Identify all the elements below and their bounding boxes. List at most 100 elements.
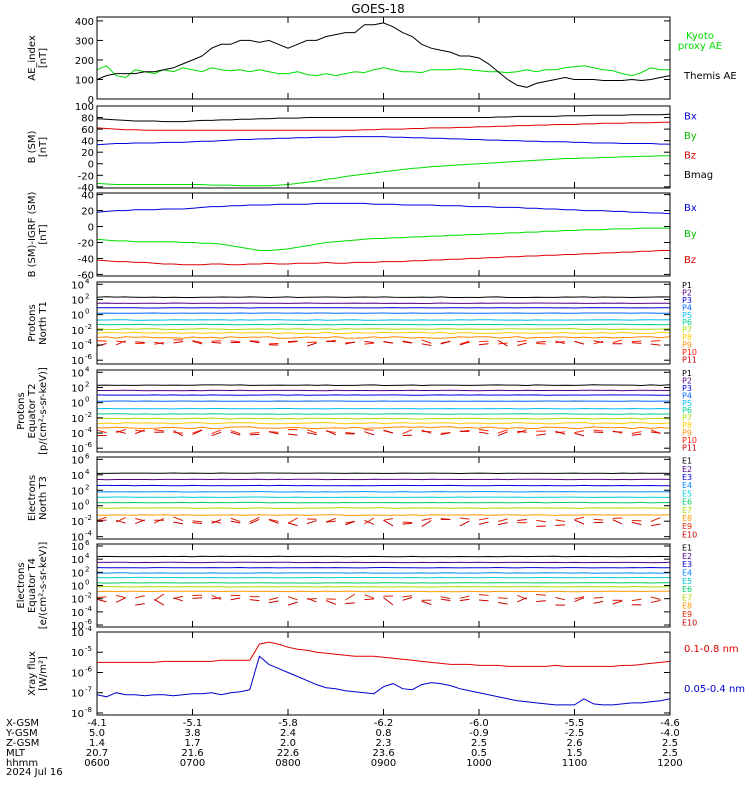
y-tick-exponent: -7 (85, 686, 92, 694)
series-line (383, 518, 394, 521)
series-line (306, 429, 317, 434)
table-cell: -6.2 (374, 718, 394, 729)
table-cell: 0800 (275, 758, 300, 769)
table-row-label: MLT (6, 748, 26, 759)
y-tick-label: 10 (71, 595, 84, 606)
series-line (593, 596, 604, 599)
series-line (211, 341, 222, 344)
y-tick-label: 10 (71, 399, 84, 410)
series-line (135, 595, 145, 599)
series-line (268, 596, 279, 601)
y-tick-label: 10 (71, 383, 84, 394)
y-tick-exponent: -2 (85, 411, 92, 419)
series-line (364, 519, 375, 525)
series-line (593, 340, 604, 345)
legend-item: E5 (682, 577, 692, 586)
series-line (478, 521, 489, 525)
series-line (249, 433, 260, 436)
series-line (249, 599, 260, 602)
y-tick-exponent: 0 (85, 579, 89, 587)
legend-item: By (684, 229, 697, 240)
series-line (612, 519, 623, 525)
series-line (345, 341, 355, 345)
series-line (326, 520, 336, 523)
series-line (478, 593, 489, 596)
y-tick-label: 10 (71, 568, 84, 579)
legend-item: Bz (684, 255, 696, 266)
series-line (593, 518, 604, 521)
series-line (97, 319, 671, 321)
table-cell: -5.5 (565, 718, 585, 729)
y-axis-label: Equator T2 (27, 384, 38, 439)
table-cell: 1.4 (89, 738, 105, 749)
table-cell: 0900 (371, 758, 396, 769)
series-line (115, 430, 126, 434)
series-line (364, 341, 374, 343)
table-cell: 22.6 (277, 748, 299, 759)
series-line (478, 599, 489, 602)
y-tick-exponent: 2 (85, 292, 89, 300)
series-line (96, 227, 670, 251)
series-line (574, 430, 585, 434)
y-tick-label: 40 (81, 137, 94, 148)
y-tick-exponent: -4 (85, 625, 93, 633)
series-line (402, 341, 413, 344)
series-line (211, 429, 222, 435)
series-line (173, 341, 184, 344)
series-line (230, 597, 241, 601)
series-line (96, 202, 671, 215)
y-tick-label: 10 (71, 295, 84, 306)
legend-item: E4 (682, 569, 692, 578)
legend-item: P8 (682, 333, 692, 342)
legend-item: P4 (682, 391, 692, 400)
legend-item: E4 (682, 481, 692, 490)
series-line (459, 598, 470, 602)
series-line (498, 597, 508, 599)
series-line (440, 340, 451, 345)
legend-item: E10 (682, 530, 697, 539)
legend-item: 0.05-0.4 nm (684, 684, 745, 695)
legend-item: E5 (682, 489, 692, 498)
table-cell: 0600 (84, 758, 109, 769)
series-line (517, 342, 527, 346)
table-cell: 1.7 (185, 738, 201, 749)
y-tick-label: 10 (71, 311, 84, 322)
y-axis-label: [p/(cm²-s-sr-keV)] (38, 367, 49, 455)
series-line (631, 598, 642, 602)
legend-item: Kyoto (686, 31, 714, 42)
series-line (249, 516, 260, 523)
series-line (497, 431, 508, 436)
y-tick-label: 10 (71, 368, 84, 379)
legend-item: Bx (684, 112, 697, 123)
table-cell: 2.3 (376, 738, 392, 749)
y-tick-label: 10 (71, 628, 84, 639)
series-line (631, 519, 642, 522)
y-tick-label: 10 (71, 356, 84, 367)
y-tick-exponent: 0 (85, 396, 89, 404)
series-line (96, 596, 107, 598)
y-tick-exponent: -6 (85, 665, 93, 673)
table-cell: 1000 (466, 758, 491, 769)
panel-frame (96, 281, 671, 365)
legend-item: P9 (682, 429, 692, 438)
series-line (96, 336, 671, 339)
series-line (268, 600, 279, 604)
series-line (364, 598, 374, 601)
series-line (173, 597, 184, 602)
series-line (230, 429, 241, 435)
legend-item: E8 (682, 514, 692, 523)
series-line (287, 596, 298, 601)
y-tick-exponent: 6 (85, 452, 90, 460)
series-line (497, 518, 508, 522)
legend-item: E6 (682, 585, 692, 594)
series-line (192, 340, 203, 345)
legend-item: E7 (682, 593, 692, 602)
series-line (192, 340, 203, 344)
table-cell: -4.6 (660, 718, 680, 729)
series-line (115, 429, 126, 434)
legend-item: P3 (682, 384, 692, 393)
y-tick-label: 10 (71, 582, 84, 593)
y-axis-label: North T1 (38, 301, 49, 345)
legend-item: P2 (682, 288, 692, 297)
